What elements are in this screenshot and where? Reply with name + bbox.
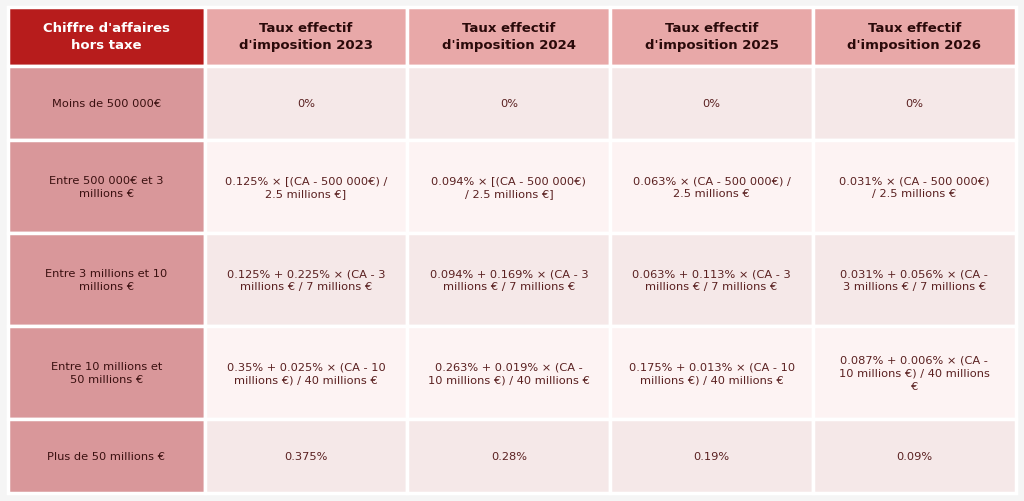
Text: 0%: 0% — [702, 99, 721, 109]
Text: Entre 10 millions et
50 millions €: Entre 10 millions et 50 millions € — [51, 361, 162, 384]
Text: Entre 3 millions et 10
millions €: Entre 3 millions et 10 millions € — [45, 269, 168, 292]
Text: Moins de 500 000€: Moins de 500 000€ — [52, 99, 161, 109]
Text: 0.094% × [(CA - 500 000€)
/ 2.5 millions €]: 0.094% × [(CA - 500 000€) / 2.5 millions… — [431, 176, 587, 199]
Text: Plus de 50 millions €: Plus de 50 millions € — [47, 451, 166, 461]
Text: Taux effectif
d'imposition 2023: Taux effectif d'imposition 2023 — [239, 22, 373, 52]
FancyBboxPatch shape — [408, 327, 610, 419]
FancyBboxPatch shape — [205, 327, 408, 419]
FancyBboxPatch shape — [205, 419, 408, 493]
FancyBboxPatch shape — [408, 233, 610, 327]
Text: 0.09%: 0.09% — [896, 451, 933, 461]
FancyBboxPatch shape — [610, 233, 813, 327]
FancyBboxPatch shape — [813, 419, 1016, 493]
FancyBboxPatch shape — [408, 67, 610, 141]
Text: 0.031% + 0.056% × (CA -
3 millions € / 7 millions €: 0.031% + 0.056% × (CA - 3 millions € / 7… — [841, 269, 988, 292]
Text: 0.28%: 0.28% — [490, 451, 526, 461]
Text: Chiffre d'affaires
hors taxe: Chiffre d'affaires hors taxe — [43, 22, 170, 52]
Text: 0.19%: 0.19% — [693, 451, 730, 461]
FancyBboxPatch shape — [8, 141, 205, 233]
FancyBboxPatch shape — [813, 141, 1016, 233]
Text: 0.175% + 0.013% × (CA - 10
millions €) / 40 millions €: 0.175% + 0.013% × (CA - 10 millions €) /… — [629, 361, 795, 384]
Text: 0.094% + 0.169% × (CA - 3
millions € / 7 millions €: 0.094% + 0.169% × (CA - 3 millions € / 7… — [429, 269, 588, 292]
FancyBboxPatch shape — [610, 419, 813, 493]
FancyBboxPatch shape — [610, 8, 813, 67]
FancyBboxPatch shape — [205, 67, 408, 141]
Text: Taux effectif
d'imposition 2025: Taux effectif d'imposition 2025 — [645, 22, 778, 52]
Text: Taux effectif
d'imposition 2024: Taux effectif d'imposition 2024 — [441, 22, 575, 52]
FancyBboxPatch shape — [8, 419, 205, 493]
FancyBboxPatch shape — [408, 141, 610, 233]
FancyBboxPatch shape — [610, 141, 813, 233]
FancyBboxPatch shape — [205, 233, 408, 327]
FancyBboxPatch shape — [408, 8, 610, 67]
Text: Entre 500 000€ et 3
millions €: Entre 500 000€ et 3 millions € — [49, 176, 164, 199]
Text: 0%: 0% — [500, 99, 518, 109]
FancyBboxPatch shape — [610, 67, 813, 141]
Text: 0.125% × [(CA - 500 000€) /
2.5 millions €]: 0.125% × [(CA - 500 000€) / 2.5 millions… — [225, 176, 387, 199]
FancyBboxPatch shape — [8, 327, 205, 419]
Text: 0.125% + 0.225% × (CA - 3
millions € / 7 millions €: 0.125% + 0.225% × (CA - 3 millions € / 7… — [226, 269, 385, 292]
Text: Taux effectif
d'imposition 2026: Taux effectif d'imposition 2026 — [848, 22, 981, 52]
Text: 0.063% + 0.113% × (CA - 3
millions € / 7 millions €: 0.063% + 0.113% × (CA - 3 millions € / 7… — [632, 269, 791, 292]
Text: 0.375%: 0.375% — [285, 451, 328, 461]
Text: 0.263% + 0.019% × (CA -
10 millions €) / 40 millions €: 0.263% + 0.019% × (CA - 10 millions €) /… — [428, 361, 590, 384]
FancyBboxPatch shape — [813, 67, 1016, 141]
FancyBboxPatch shape — [8, 67, 205, 141]
FancyBboxPatch shape — [408, 419, 610, 493]
Text: 0%: 0% — [297, 99, 315, 109]
FancyBboxPatch shape — [8, 8, 205, 67]
FancyBboxPatch shape — [813, 8, 1016, 67]
FancyBboxPatch shape — [610, 327, 813, 419]
FancyBboxPatch shape — [813, 233, 1016, 327]
FancyBboxPatch shape — [8, 233, 205, 327]
FancyBboxPatch shape — [205, 141, 408, 233]
Text: 0.35% + 0.025% × (CA - 10
millions €) / 40 millions €: 0.35% + 0.025% × (CA - 10 millions €) / … — [226, 361, 385, 384]
Text: 0.063% × (CA - 500 000€) /
2.5 millions €: 0.063% × (CA - 500 000€) / 2.5 millions … — [633, 176, 791, 199]
Text: 0.087% + 0.006% × (CA -
10 millions €) / 40 millions
€: 0.087% + 0.006% × (CA - 10 millions €) /… — [839, 355, 990, 391]
Text: 0.031% × (CA - 500 000€)
/ 2.5 millions €: 0.031% × (CA - 500 000€) / 2.5 millions … — [839, 176, 989, 199]
FancyBboxPatch shape — [813, 327, 1016, 419]
Text: 0%: 0% — [905, 99, 924, 109]
FancyBboxPatch shape — [205, 8, 408, 67]
